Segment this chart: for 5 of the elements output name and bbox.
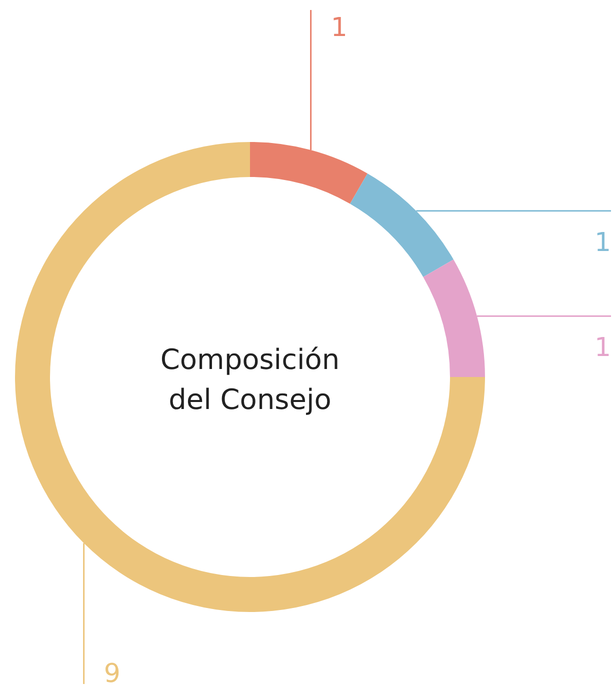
data-label: 9 xyxy=(104,659,120,689)
data-label: 1 xyxy=(594,228,611,258)
data-label: 1 xyxy=(594,333,611,364)
data-label: 1 xyxy=(330,13,348,43)
text: Composición del Consejo xyxy=(160,343,340,416)
